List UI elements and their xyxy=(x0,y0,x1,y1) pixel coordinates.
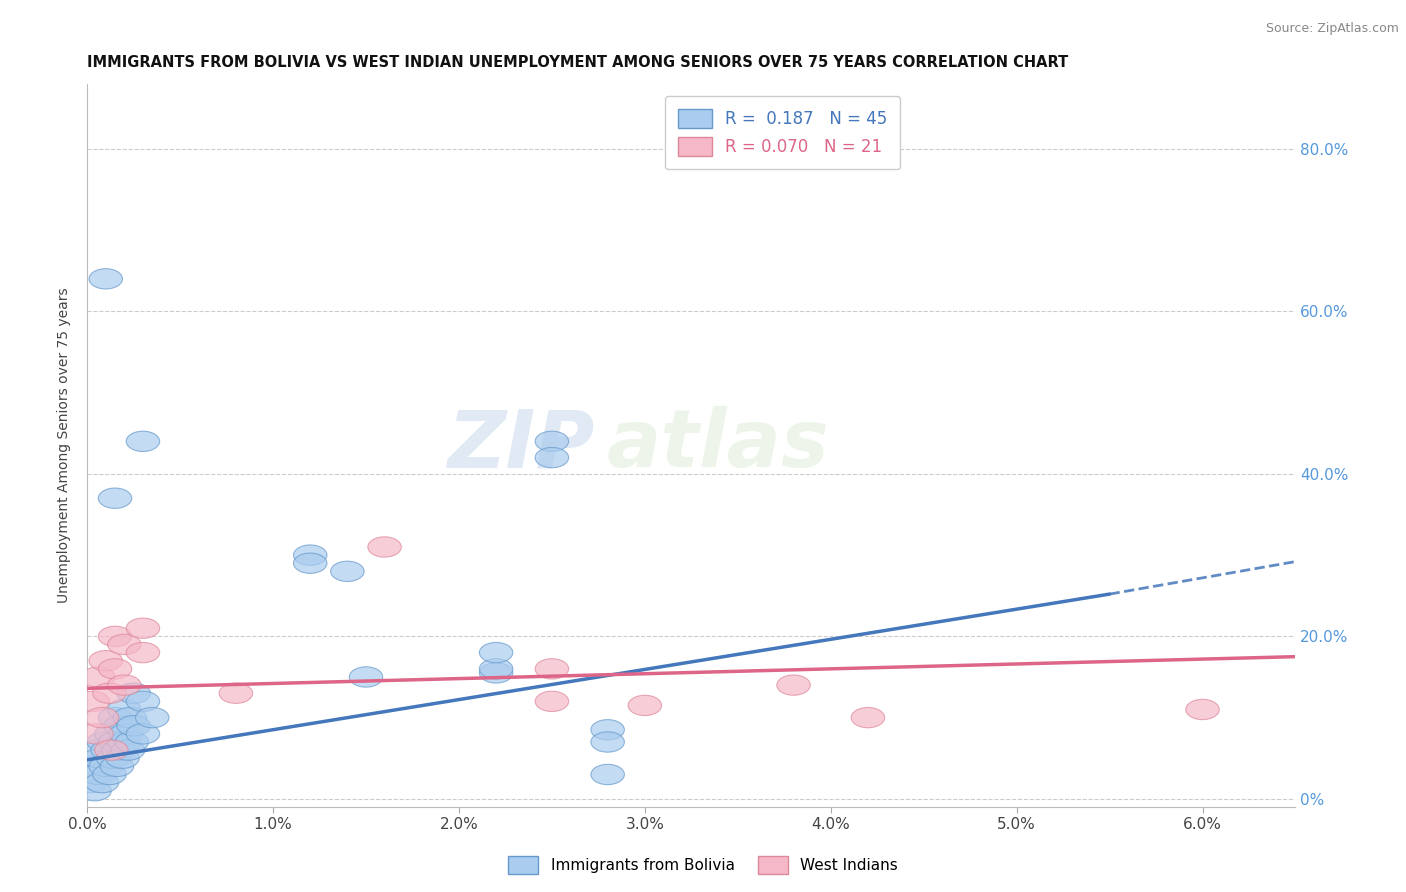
Ellipse shape xyxy=(536,431,568,451)
Ellipse shape xyxy=(108,675,141,695)
Ellipse shape xyxy=(778,675,810,695)
Ellipse shape xyxy=(349,667,382,687)
Ellipse shape xyxy=(536,658,568,679)
Ellipse shape xyxy=(1185,699,1219,720)
Ellipse shape xyxy=(294,553,328,574)
Ellipse shape xyxy=(82,764,115,785)
Y-axis label: Unemployment Among Seniors over 75 years: Unemployment Among Seniors over 75 years xyxy=(58,287,72,603)
Text: atlas: atlas xyxy=(607,407,830,484)
Legend: Immigrants from Bolivia, West Indians: Immigrants from Bolivia, West Indians xyxy=(502,850,904,880)
Ellipse shape xyxy=(89,268,122,289)
Ellipse shape xyxy=(115,731,149,752)
Ellipse shape xyxy=(112,707,146,728)
Ellipse shape xyxy=(536,691,568,712)
Ellipse shape xyxy=(117,715,150,736)
Text: Source: ZipAtlas.com: Source: ZipAtlas.com xyxy=(1265,22,1399,36)
Ellipse shape xyxy=(87,731,121,752)
Ellipse shape xyxy=(98,658,132,679)
Ellipse shape xyxy=(117,683,150,704)
Ellipse shape xyxy=(127,723,160,744)
Ellipse shape xyxy=(80,740,112,760)
Ellipse shape xyxy=(105,748,139,768)
Ellipse shape xyxy=(591,731,624,752)
Ellipse shape xyxy=(536,448,568,467)
Ellipse shape xyxy=(89,756,122,777)
Ellipse shape xyxy=(103,740,135,760)
Ellipse shape xyxy=(111,740,145,760)
Ellipse shape xyxy=(100,756,134,777)
Ellipse shape xyxy=(479,663,513,683)
Ellipse shape xyxy=(89,650,122,671)
Ellipse shape xyxy=(127,691,160,712)
Ellipse shape xyxy=(98,731,132,752)
Ellipse shape xyxy=(77,780,111,801)
Ellipse shape xyxy=(76,691,110,712)
Text: IMMIGRANTS FROM BOLIVIA VS WEST INDIAN UNEMPLOYMENT AMONG SENIORS OVER 75 YEARS : IMMIGRANTS FROM BOLIVIA VS WEST INDIAN U… xyxy=(87,55,1069,70)
Ellipse shape xyxy=(479,658,513,679)
Ellipse shape xyxy=(108,731,141,752)
Ellipse shape xyxy=(127,642,160,663)
Ellipse shape xyxy=(127,618,160,639)
Ellipse shape xyxy=(127,431,160,451)
Ellipse shape xyxy=(110,723,143,744)
Ellipse shape xyxy=(94,740,128,760)
Ellipse shape xyxy=(98,488,132,508)
Ellipse shape xyxy=(330,561,364,582)
Ellipse shape xyxy=(591,764,624,785)
Ellipse shape xyxy=(479,642,513,663)
Ellipse shape xyxy=(86,707,118,728)
Ellipse shape xyxy=(75,772,108,793)
Ellipse shape xyxy=(591,720,624,740)
Ellipse shape xyxy=(76,756,110,777)
Legend: R =  0.187   N = 45, R = 0.070   N = 21: R = 0.187 N = 45, R = 0.070 N = 21 xyxy=(665,95,900,169)
Ellipse shape xyxy=(294,545,328,566)
Ellipse shape xyxy=(83,748,117,768)
Ellipse shape xyxy=(94,723,128,744)
Ellipse shape xyxy=(104,715,138,736)
Ellipse shape xyxy=(98,626,132,647)
Ellipse shape xyxy=(98,707,132,728)
Ellipse shape xyxy=(82,667,115,687)
Ellipse shape xyxy=(91,740,124,760)
Ellipse shape xyxy=(851,707,884,728)
Ellipse shape xyxy=(108,634,141,655)
Ellipse shape xyxy=(93,764,127,785)
Ellipse shape xyxy=(93,683,127,704)
Ellipse shape xyxy=(80,723,112,744)
Ellipse shape xyxy=(628,695,662,715)
Text: ZIP: ZIP xyxy=(447,407,595,484)
Ellipse shape xyxy=(368,537,401,558)
Ellipse shape xyxy=(219,683,253,704)
Ellipse shape xyxy=(135,707,169,728)
Ellipse shape xyxy=(108,699,141,720)
Ellipse shape xyxy=(97,748,129,768)
Ellipse shape xyxy=(86,772,118,793)
